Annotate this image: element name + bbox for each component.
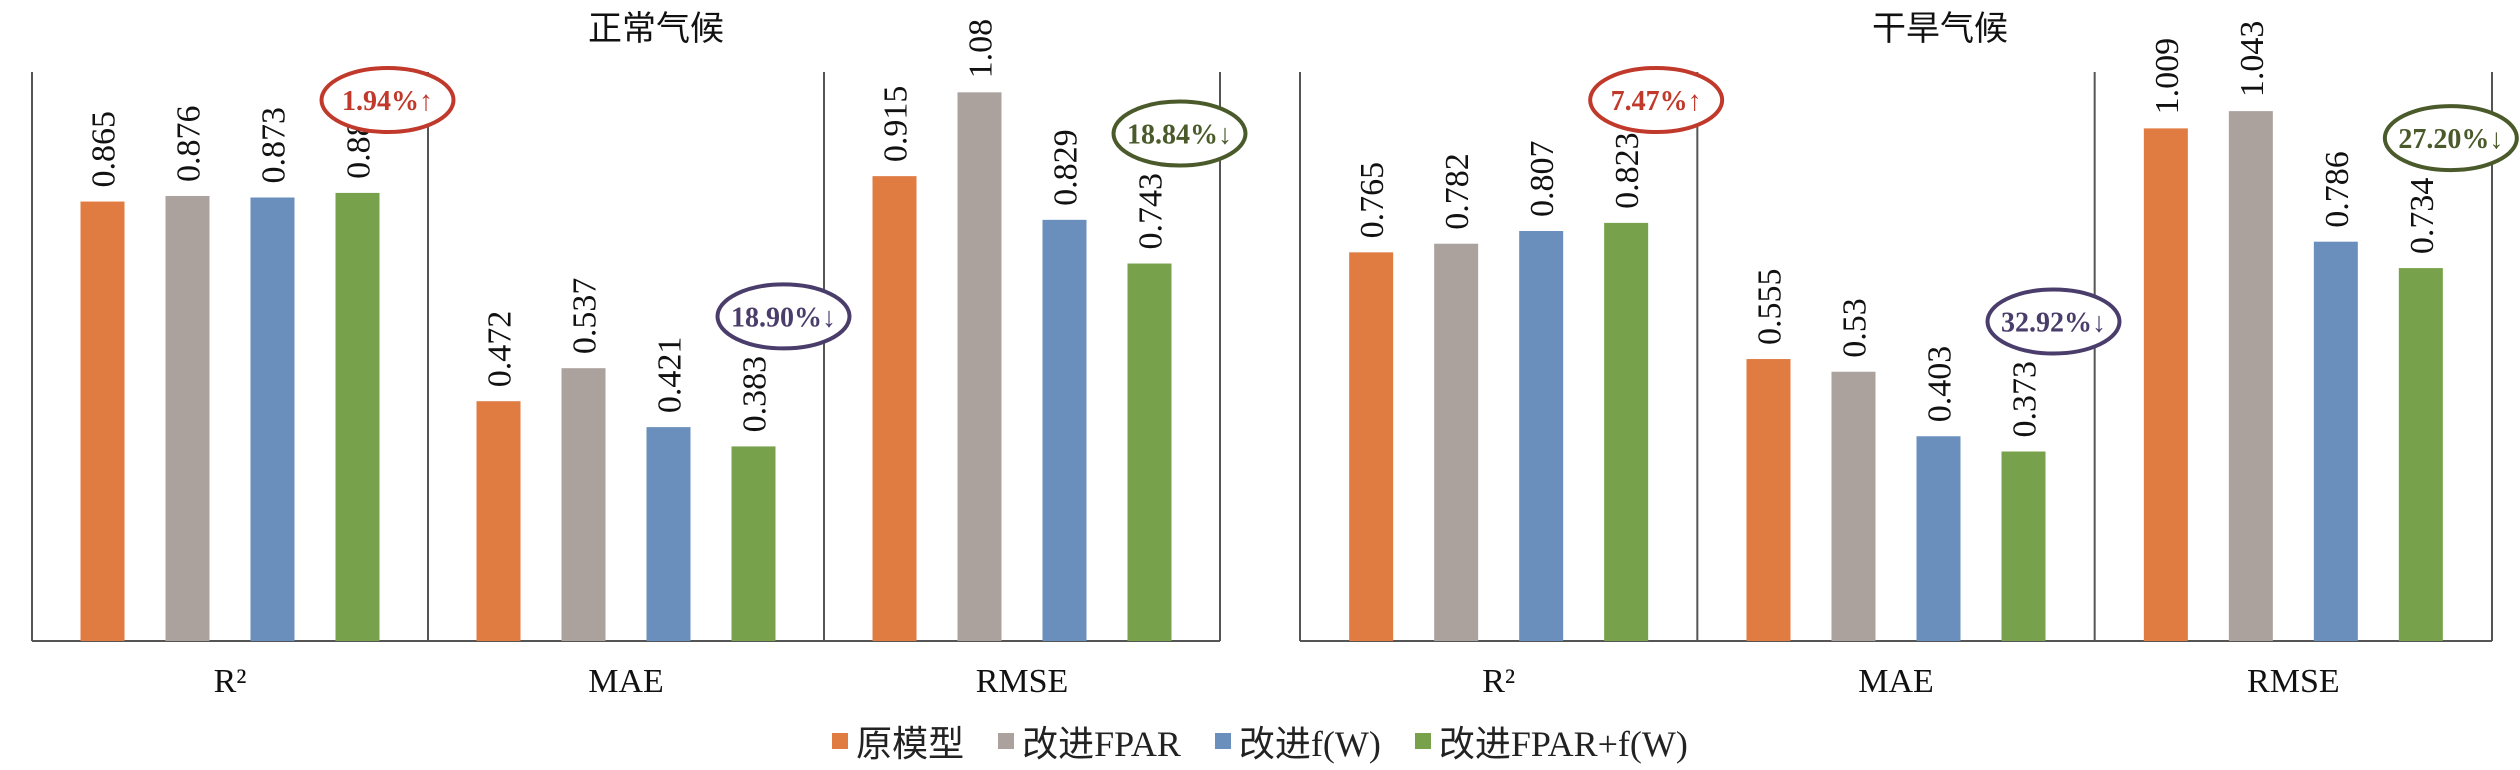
bar-1-2-1 bbox=[2228, 111, 2273, 641]
bar-1-0-2 bbox=[1519, 231, 1564, 641]
legend-item-original-model: 原模型 bbox=[832, 715, 964, 767]
bar-0-0-2 bbox=[250, 197, 295, 642]
value-label-1-0-1: 0.782 bbox=[1439, 153, 1476, 230]
bar-0-1-2 bbox=[646, 427, 691, 641]
value-label-1-1-0: 0.555 bbox=[1752, 269, 1789, 346]
bar-0-1-0 bbox=[476, 401, 521, 641]
annotation-text-1-2: 27.20%↓ bbox=[2398, 124, 2503, 155]
legend-item-improved-fw: 改进f(W) bbox=[1214, 715, 1381, 767]
annotation-text-0-2: 18.84%↓ bbox=[1127, 120, 1232, 151]
category-label-1-0: R² bbox=[1482, 663, 1515, 700]
value-label-0-1-2: 0.421 bbox=[652, 337, 689, 414]
annotation-ellipse-0-2 bbox=[1111, 99, 1248, 168]
category-label-0-2: RMSE bbox=[976, 663, 1069, 700]
annotation-text-1-0: 7.47%↑ bbox=[1611, 86, 1702, 117]
bar-1-1-2 bbox=[1916, 436, 1961, 641]
bar-1-2-3 bbox=[2398, 268, 2443, 641]
annotation-ellipse-1-1 bbox=[1985, 287, 2122, 356]
value-label-0-1-0: 0.472 bbox=[482, 311, 519, 388]
value-label-1-1-2: 0.403 bbox=[1922, 346, 1959, 423]
category-label-1-1: MAE bbox=[1858, 663, 1934, 700]
bar-0-0-1 bbox=[165, 195, 210, 642]
bar-1-0-0 bbox=[1349, 252, 1394, 642]
bar-1-1-3 bbox=[2001, 451, 2046, 641]
bar-1-0-3 bbox=[1604, 222, 1649, 642]
annotation-ellipse-0-1 bbox=[715, 282, 852, 351]
category-label-0-0: R² bbox=[214, 663, 247, 700]
bar-1-2-2 bbox=[2313, 241, 2358, 641]
bar-0-1-3 bbox=[731, 446, 776, 641]
bar-1-1-1 bbox=[1831, 371, 1876, 641]
value-label-1-2-3: 0.734 bbox=[2404, 178, 2441, 255]
value-label-1-0-3: 0.823 bbox=[1609, 132, 1646, 209]
legend-item-improved-fpar-fw: 改进FPAR+f(W) bbox=[1414, 715, 1688, 767]
value-label-0-1-3: 0.383 bbox=[737, 356, 774, 433]
bar-0-0-3 bbox=[335, 192, 380, 641]
value-label-1-2-2: 0.786 bbox=[2319, 151, 2356, 228]
value-label-0-1-1: 0.537 bbox=[567, 278, 604, 355]
panel-title-1: 干旱气候 bbox=[1872, 9, 2008, 49]
value-label-0-2-1: 1.08 bbox=[963, 19, 1000, 79]
value-label-0-0-0: 0.865 bbox=[86, 111, 123, 188]
annotation-text-0-1: 18.90%↓ bbox=[731, 302, 836, 333]
category-label-1-2: RMSE bbox=[2247, 663, 2340, 700]
annotation-text-1-1: 32.92%↓ bbox=[2001, 308, 2106, 339]
legend-swatch-improved-fw bbox=[1214, 733, 1231, 749]
annotation-ellipse-0-0 bbox=[319, 66, 456, 134]
legend-swatch-improved-fpar-fw bbox=[1414, 733, 1431, 749]
panel-title-0: 正常气候 bbox=[588, 9, 724, 49]
annotation-text-0-0: 1.94%↑ bbox=[342, 86, 433, 117]
bar-0-1-1 bbox=[561, 368, 606, 641]
legend-swatch-original-model bbox=[832, 733, 849, 749]
value-label-0-0-1: 0.876 bbox=[171, 105, 208, 182]
legend-swatch-improved-fpar bbox=[998, 733, 1015, 749]
value-label-0-0-2: 0.873 bbox=[256, 107, 293, 184]
value-label-0-2-2: 0.829 bbox=[1048, 129, 1085, 206]
legend-label-improved-fpar: 改进FPAR bbox=[1022, 724, 1181, 764]
legend-label-improved-fpar-fw: 改进FPAR+f(W) bbox=[1438, 724, 1688, 764]
bar-1-2-0 bbox=[2143, 128, 2188, 641]
annotation-ellipse-1-2 bbox=[2382, 104, 2519, 173]
bar-0-2-3 bbox=[1127, 263, 1172, 641]
bar-1-1-0 bbox=[1746, 359, 1791, 641]
bar-0-2-2 bbox=[1042, 219, 1087, 642]
value-label-0-2-0: 0.915 bbox=[878, 86, 915, 163]
value-label-1-0-0: 0.765 bbox=[1354, 162, 1391, 239]
legend: 原模型 改进FPAR 改进f(W) 改进FPAR+f(W) bbox=[0, 716, 2520, 766]
value-label-1-1-3: 0.373 bbox=[2007, 361, 2044, 438]
annotation-ellipse-1-0 bbox=[1588, 66, 1725, 134]
legend-label-improved-fw: 改进f(W) bbox=[1238, 724, 1381, 764]
bar-0-2-1 bbox=[957, 92, 1002, 642]
category-label-0-1: MAE bbox=[588, 663, 664, 700]
bar-0-0-0 bbox=[80, 201, 125, 641]
bar-0-2-0 bbox=[872, 176, 917, 641]
legend-item-improved-fpar: 改进FPAR bbox=[998, 715, 1181, 767]
bar-1-0-1 bbox=[1434, 243, 1479, 641]
value-label-1-2-1: 1.043 bbox=[2234, 21, 2271, 98]
value-label-1-0-2: 0.807 bbox=[1524, 141, 1561, 218]
value-label-1-2-0: 1.009 bbox=[2149, 38, 2186, 115]
legend-label-original-model: 原模型 bbox=[856, 724, 965, 764]
value-label-1-1-1: 0.53 bbox=[1837, 298, 1874, 358]
value-label-0-2-3: 0.743 bbox=[1133, 173, 1170, 250]
